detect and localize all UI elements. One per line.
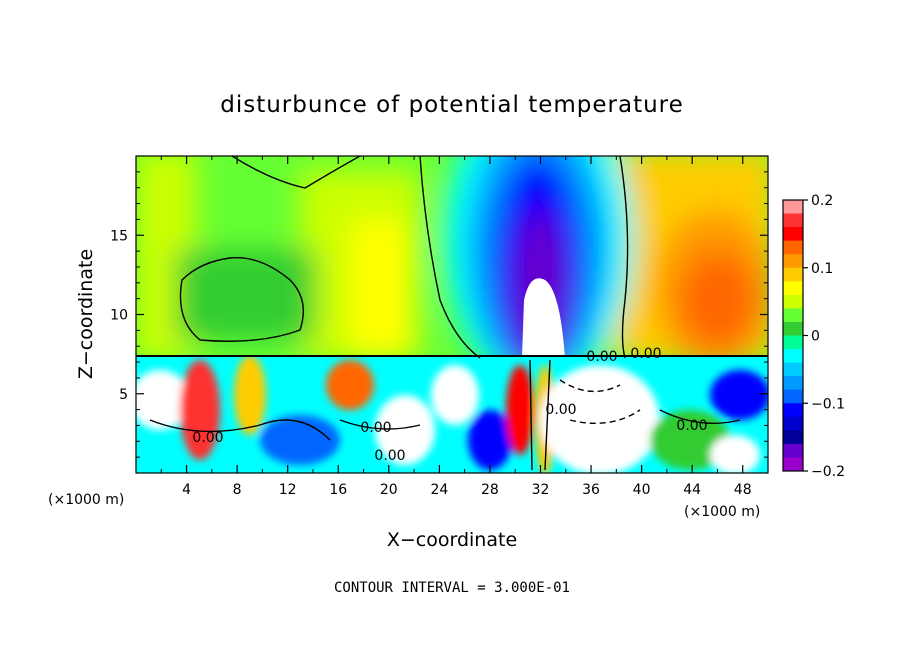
contour-label: 0.00 [192,430,223,446]
contour-label: 0.00 [360,420,391,436]
chart-title: disturbunce of potential temperature [220,92,684,118]
y-tick-label: 15 [110,228,128,244]
colorbar-tick-label: −0.1 [811,396,845,412]
x-tick-label: 12 [279,482,297,498]
colorbar-swatch [783,335,803,350]
colorbar-swatch [783,403,803,418]
lower-layer [136,356,768,473]
colorbar-swatch [783,430,803,445]
contour-label: 0.00 [630,346,661,362]
contour-label: 0.00 [676,418,707,434]
colorbar-swatch [783,443,803,458]
colorbar-swatch [783,321,803,336]
colorbar-swatch [783,213,803,228]
y-axis-label: Z−coordinate [75,249,97,379]
x-unit-left: (×1000 m) [48,492,124,508]
x-tick-label: 40 [633,482,651,498]
contour-label: 0.00 [374,448,405,464]
x-axis-label: X−coordinate [387,529,517,551]
colorbar: 0.2 0.1 0 −0.1 −0.2 [782,193,845,480]
colorbar-swatch [783,376,803,391]
x-tick-label: 20 [380,482,398,498]
y-axis: 5 10 15 [110,171,768,458]
y-tick-label: 10 [110,308,128,324]
colorbar-swatch [783,200,803,215]
contour-label: 0.00 [545,402,576,418]
x-tick-label: 28 [481,482,499,498]
colorbar-swatch [783,349,803,364]
colorbar-tick-label: 0 [811,329,820,345]
contour-labels: 0.00 0.00 0.00 0.00 0.00 0.00 0.00 [192,346,707,464]
colorbar-tick-label: 0.1 [811,261,833,277]
colorbar-swatch [783,362,803,377]
x-tick-label: 24 [430,482,448,498]
x-tick-label: 32 [532,482,550,498]
x-unit-right: (×1000 m) [684,504,760,520]
colorbar-swatch [783,389,803,404]
colorbar-tick-label: −0.2 [811,464,845,480]
colorbar-swatch [783,281,803,296]
colorbar-swatch [783,416,803,431]
upper-layer [136,156,768,358]
colorbar-swatch [783,294,803,309]
contour-label: 0.00 [586,349,617,365]
x-tick-label: 16 [329,482,347,498]
heatmap-field [135,155,769,474]
contour-lines [136,156,768,471]
y-tick-label: 5 [119,387,128,403]
x-tick-label: 8 [233,482,242,498]
colorbar-swatch [783,267,803,282]
x-tick-label: 48 [734,482,752,498]
colorbar-swatch [783,254,803,269]
x-axis: 4 8 12 16 20 24 28 32 36 40 44 48 [160,156,752,498]
colorbar-swatch [783,227,803,242]
colorbar-swatch [783,457,803,472]
x-tick-label: 4 [182,482,191,498]
x-tick-label: 36 [582,482,600,498]
x-tick-label: 44 [683,482,701,498]
colorbar-swatch [783,308,803,323]
colorbar-tick-label: 0.2 [811,193,833,209]
contour-interval-note: CONTOUR INTERVAL = 3.000E-01 [334,580,570,596]
colorbar-swatch [783,240,803,255]
